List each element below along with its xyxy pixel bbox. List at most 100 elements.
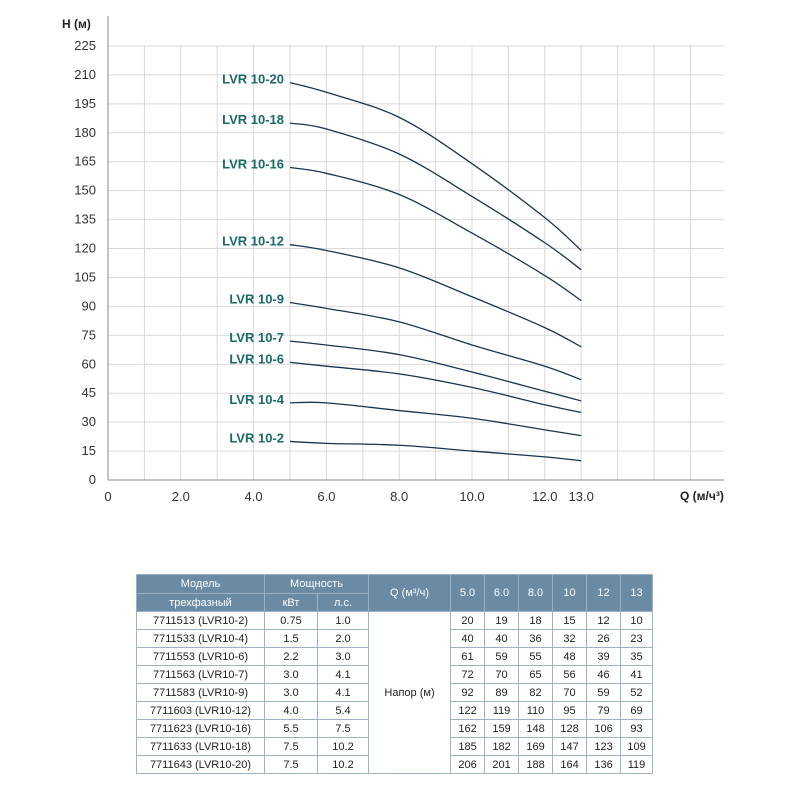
cell-head-value: 55 [518,647,554,666]
cell-head-value: 12 [586,611,622,630]
cell-head-value: 36 [518,629,554,648]
cell-hp: 1.0 [316,611,370,630]
cell-head-value: 26 [586,629,622,648]
series-label: LVR 10-18 [222,112,284,127]
table-row: 7711623 (LVR10-16) 5.5 7.5 162 159 148 128 106 9… [136,719,654,738]
y-tick-label: 60 [82,356,96,371]
y-tick-label: 0 [89,472,96,487]
cell-head-value: 188 [518,755,554,774]
table-row: 7711643 (LVR10-20) 7.5 10.2 206 201 188 164 136… [136,755,654,774]
cell-kw: 2.2 [264,647,318,666]
col-q-value: 8.0 [518,574,554,612]
col-q-value: 10 [552,574,588,612]
cell-head-value: 72 [450,665,486,684]
cell-head-value: 89 [484,683,520,702]
series-label: LVR 10-4 [229,392,284,407]
series-label: LVR 10-16 [222,157,284,172]
cell-head-value: 122 [450,701,486,720]
cell-head-label: Напор (м) [368,611,452,774]
y-tick-label: 45 [82,385,96,400]
cell-kw: 5.5 [264,719,318,738]
cell-model: 7711623 (LVR10-16) [136,719,265,738]
series-label: LVR 10-12 [222,234,284,249]
cell-head-value: 19 [484,611,520,630]
y-tick-label: 135 [74,212,96,227]
cell-kw: 4.0 [264,701,318,720]
y-tick-label: 165 [74,154,96,169]
y-tick-label: 120 [74,241,96,256]
cell-head-value: 110 [518,701,554,720]
cell-head-value: 148 [518,719,554,738]
cell-head-value: 40 [484,629,520,648]
y-tick-label: 30 [82,414,96,429]
y-tick-label: 15 [82,443,96,458]
x-tick-label: 2.0 [172,489,190,504]
cell-model: 7711563 (LVR10-7) [136,665,265,684]
cell-head-value: 20 [450,611,486,630]
series-line [289,82,582,251]
col-q-header: Q (м³/ч) [368,574,452,612]
table-body: 7711513 (LVR10-2) 0.75 1.0 Напор (м) 20 19 18 1… [136,611,654,774]
chart-grid [107,45,724,481]
col-model-subheader: трехфазный [136,593,265,612]
cell-hp: 3.0 [316,647,370,666]
cell-head-value: 32 [552,629,588,648]
table-row: 7711513 (LVR10-2) 0.75 1.0 Напор (м) 20 19 18 1… [136,611,654,774]
cell-head-value: 52 [620,683,654,702]
cell-kw: 7.5 [264,737,318,756]
series-label: LVR 10-6 [229,351,284,366]
table-row: 7711583 (LVR10-9) 3.0 4.1 92 89 82 70 59 52 [136,683,654,702]
cell-head-value: 147 [552,737,588,756]
cell-head-value: 82 [518,683,554,702]
x-tick-label: 6.0 [317,489,335,504]
cell-kw: 1.5 [264,629,318,648]
cell-head-value: 79 [586,701,622,720]
series-line [289,440,582,462]
cell-head-value: 185 [450,737,486,756]
table-subheader-row: трехфазный кВт л.с. [136,593,653,612]
col-hp-header: л.с. [316,593,370,612]
cell-head-value: 159 [484,719,520,738]
pump-spec-table: Модель Мощность Q (м³/ч) 5.0 6.0 8.0 10 … [136,574,654,774]
table-header-row: Модель Мощность Q (м³/ч) 5.0 6.0 8.0 10 … [136,574,654,612]
x-tick-label: 13.0 [569,489,594,504]
series-line [289,166,582,302]
x-axis-title: Q (м/ч³) [680,489,724,503]
cell-kw: 7.5 [264,755,318,774]
cell-head-value: 93 [620,719,654,738]
cell-head-value: 10 [620,611,654,630]
cell-head-value: 59 [484,647,520,666]
cell-hp: 10.2 [316,737,370,756]
col-kw-header: кВт [264,593,318,612]
cell-head-value: 162 [450,719,486,738]
cell-head-value: 95 [552,701,588,720]
cell-hp: 4.1 [316,665,370,684]
series-line [289,244,582,348]
series-label: LVR 10-2 [229,430,284,445]
x-tick-label: 8.0 [390,489,408,504]
y-tick-label: 105 [74,269,96,284]
y-tick-label: 195 [74,96,96,111]
cell-head-value: 119 [620,755,654,774]
table-row: 7711533 (LVR10-4) 1.5 2.0 40 40 36 32 26 23 [136,629,654,648]
series-label: LVR 10-7 [229,330,284,345]
cell-head-value: 136 [586,755,622,774]
series-label: LVR 10-9 [229,292,284,307]
y-axis-title: H (м) [62,17,91,31]
cell-model: 7711533 (LVR10-4) [136,629,265,648]
cell-head-value: 69 [620,701,654,720]
cell-kw: 3.0 [264,665,318,684]
cell-head-value: 39 [586,647,622,666]
pump-curve-chart: 0 15 30 45 60 75 90 105 120 135 150 165 180 195 210 225… [62,16,724,504]
cell-head-value: 46 [586,665,622,684]
cell-model: 7711603 (LVR10-12) [136,701,265,720]
series-line [289,361,582,414]
chart-series: LVR 10-20 LVR 10-18 LVR 10-16 LVR 10-12 LVR … [222,72,582,462]
y-tick-label: 225 [74,38,96,53]
cell-kw: 0.75 [264,611,318,630]
table-row: 7711553 (LVR10-6) 2.2 3.0 61 59 55 48 39 35 [136,647,654,666]
col-q-value: 6.0 [484,574,520,612]
cell-head-value: 92 [450,683,486,702]
cell-head-value: 128 [552,719,588,738]
col-q-value: 12 [586,574,622,612]
